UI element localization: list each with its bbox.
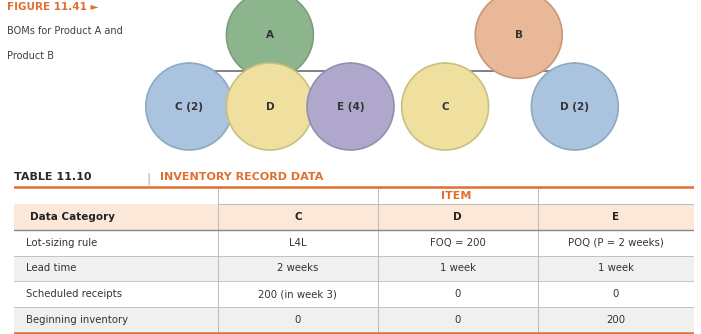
Text: TABLE 11.10: TABLE 11.10 (14, 172, 92, 182)
Ellipse shape (226, 0, 313, 78)
Text: 1 week: 1 week (440, 264, 476, 274)
Text: BOMs for Product A and: BOMs for Product A and (7, 26, 123, 36)
Text: INVENTORY RECORD DATA: INVENTORY RECORD DATA (161, 172, 324, 182)
Text: A: A (266, 30, 274, 40)
Ellipse shape (531, 63, 618, 150)
Text: 1 week: 1 week (598, 264, 634, 274)
FancyBboxPatch shape (14, 204, 218, 230)
Ellipse shape (402, 63, 489, 150)
Text: C (2): C (2) (175, 102, 203, 112)
Text: FIGURE 11.41 ►: FIGURE 11.41 ► (7, 2, 99, 12)
Text: ITEM: ITEM (441, 191, 471, 201)
Text: D: D (266, 102, 274, 112)
Text: C: C (294, 212, 301, 222)
Ellipse shape (307, 63, 394, 150)
FancyBboxPatch shape (14, 281, 694, 307)
Text: 0: 0 (454, 315, 461, 325)
Text: Scheduled receipts: Scheduled receipts (26, 289, 123, 299)
Text: Lead time: Lead time (26, 264, 76, 274)
Text: B: B (515, 30, 523, 40)
FancyBboxPatch shape (14, 230, 694, 256)
Text: Product B: Product B (7, 51, 54, 61)
Text: C: C (442, 102, 449, 112)
FancyBboxPatch shape (14, 256, 694, 281)
Ellipse shape (146, 63, 233, 150)
FancyBboxPatch shape (378, 204, 538, 230)
Text: |: | (147, 172, 151, 185)
Text: 200: 200 (606, 315, 625, 325)
Text: E: E (612, 212, 620, 222)
FancyBboxPatch shape (218, 204, 378, 230)
FancyBboxPatch shape (14, 307, 694, 333)
FancyBboxPatch shape (538, 204, 694, 230)
Text: Data Category: Data Category (30, 212, 116, 222)
Text: E (4): E (4) (336, 102, 365, 112)
Text: 0: 0 (613, 289, 619, 299)
Text: 0: 0 (454, 289, 461, 299)
Ellipse shape (475, 0, 562, 78)
Text: POQ (P = 2 weeks): POQ (P = 2 weeks) (568, 237, 664, 247)
Text: Lot-sizing rule: Lot-sizing rule (26, 237, 97, 247)
Text: FOQ = 200: FOQ = 200 (430, 237, 486, 247)
Text: D (2): D (2) (560, 102, 590, 112)
Text: L4L: L4L (289, 237, 307, 247)
Text: 200 (in week 3): 200 (in week 3) (259, 289, 337, 299)
Text: 2 weeks: 2 weeks (277, 264, 318, 274)
Text: D: D (454, 212, 462, 222)
Ellipse shape (226, 63, 313, 150)
Text: 0: 0 (294, 315, 301, 325)
Text: Beginning inventory: Beginning inventory (26, 315, 128, 325)
